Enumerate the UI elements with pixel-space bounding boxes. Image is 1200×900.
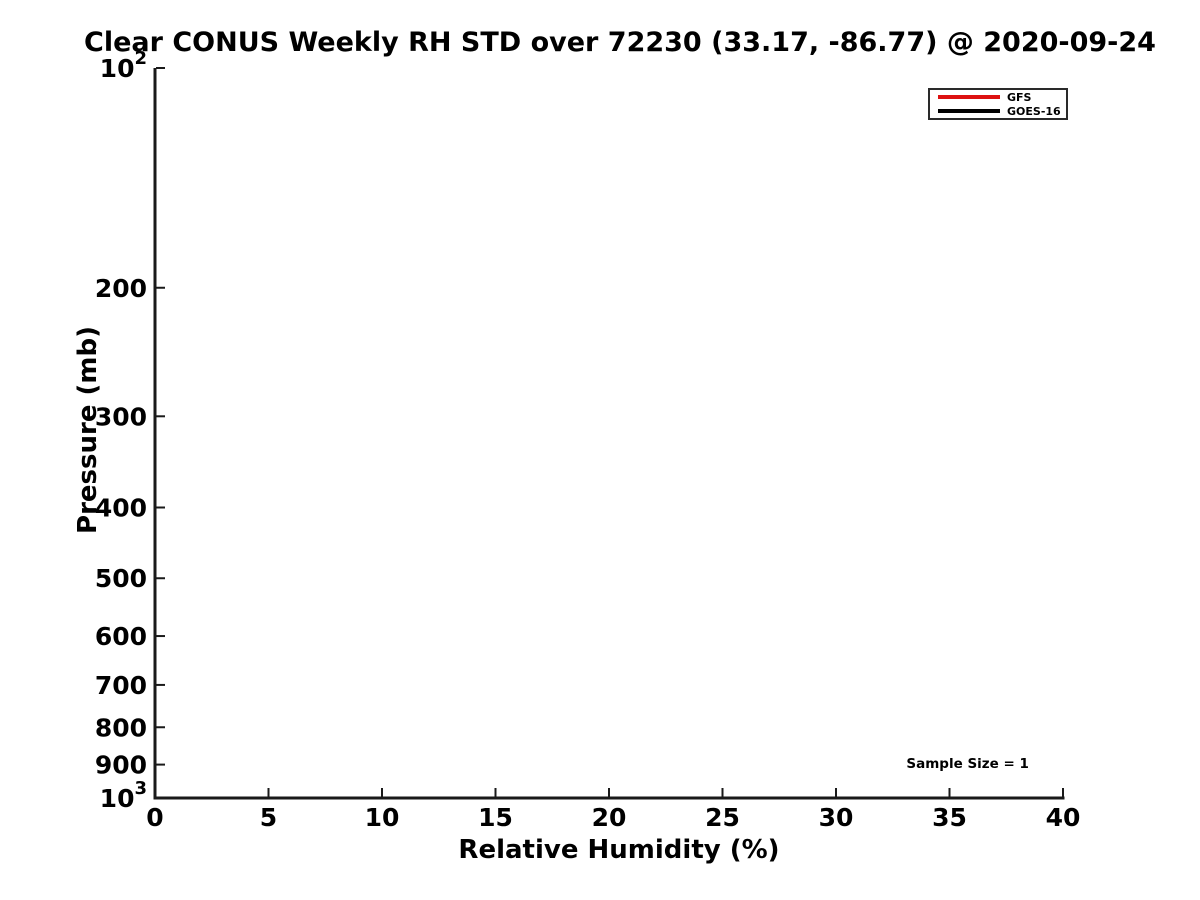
legend: GFS GOES-16 (928, 88, 1068, 120)
y-tick-label: 700 (95, 671, 147, 700)
legend-label-goes16: GOES-16 (1007, 104, 1061, 118)
legend-label-gfs: GFS (1007, 90, 1032, 104)
x-tick-label: 30 (819, 803, 854, 832)
gfs-line-swatch (938, 95, 1000, 99)
y-tick-label: 400 (95, 494, 147, 523)
x-tick-label: 25 (705, 803, 740, 832)
y-tick-label: 102 (100, 48, 147, 83)
y-tick-label: 200 (95, 274, 147, 303)
y-axis-label: Pressure (mb) (73, 326, 103, 534)
legend-entry-gfs: GFS (938, 92, 1066, 103)
x-tick-label: 15 (478, 803, 513, 832)
legend-entry-goes16: GOES-16 (938, 106, 1066, 117)
y-tick-label: 900 (95, 751, 147, 780)
x-tick-label: 40 (1046, 803, 1081, 832)
y-tick-label: 103 (100, 778, 147, 813)
x-tick-label: 10 (365, 803, 400, 832)
y-tick-label: 600 (95, 622, 147, 651)
x-tick-label: 5 (260, 803, 277, 832)
sample-size-annotation: Sample Size = 1 (906, 755, 1029, 772)
y-tick-label: 300 (95, 402, 147, 431)
x-axis-label: Relative Humidity (%) (458, 835, 780, 865)
x-tick-label: 0 (146, 803, 163, 832)
x-tick-label: 35 (932, 803, 967, 832)
y-tick-label: 500 (95, 564, 147, 593)
y-tick-label: 800 (95, 713, 147, 742)
chart-title: Clear CONUS Weekly RH STD over 72230 (33… (84, 27, 1156, 58)
goes16-line-swatch (938, 109, 1000, 113)
x-tick-label: 20 (592, 803, 627, 832)
